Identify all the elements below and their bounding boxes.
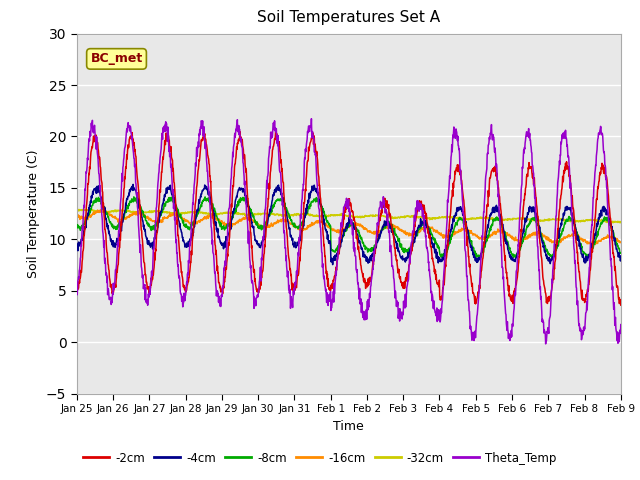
- Title: Soil Temperatures Set A: Soil Temperatures Set A: [257, 11, 440, 25]
- X-axis label: Time: Time: [333, 420, 364, 432]
- Y-axis label: Soil Temperature (C): Soil Temperature (C): [28, 149, 40, 278]
- Legend: -2cm, -4cm, -8cm, -16cm, -32cm, Theta_Temp: -2cm, -4cm, -8cm, -16cm, -32cm, Theta_Te…: [79, 447, 561, 469]
- Text: BC_met: BC_met: [90, 52, 143, 65]
